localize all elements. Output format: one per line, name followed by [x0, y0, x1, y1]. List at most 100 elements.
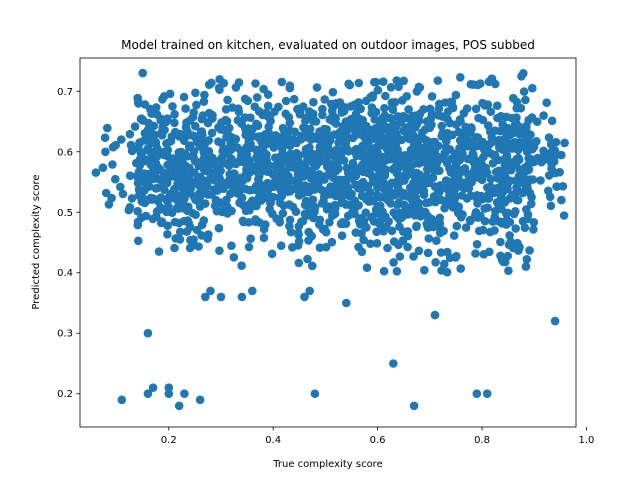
- scatter-point: [160, 125, 169, 135]
- scatter-point: [134, 236, 143, 246]
- scatter-point: [270, 153, 280, 162]
- scatter-point: [284, 200, 294, 209]
- scatter-point: [417, 156, 427, 165]
- scatter-point: [366, 92, 375, 102]
- scatter-point: [170, 217, 180, 227]
- y-tick-label: 0.2: [57, 389, 73, 400]
- scatter-point: [528, 83, 537, 93]
- scatter-point: [244, 242, 254, 252]
- scatter-point: [398, 236, 408, 245]
- scatter-point: [440, 203, 449, 213]
- scatter-point: [259, 166, 268, 175]
- scatter-point: [200, 90, 209, 100]
- scatter-point: [242, 160, 251, 169]
- scatter-point: [214, 137, 223, 146]
- scatter-point: [542, 98, 551, 107]
- scatter-point: [380, 111, 390, 120]
- scatter-point: [381, 91, 390, 101]
- scatter-point: [152, 212, 161, 221]
- scatter-point: [429, 192, 439, 201]
- scatter-point: [315, 129, 324, 138]
- scatter-point: [523, 214, 532, 224]
- scatter-point: [264, 128, 274, 138]
- x-axis-label: True complexity score: [272, 459, 382, 470]
- scatter-point: [181, 104, 190, 113]
- scatter-point: [284, 172, 293, 181]
- scatter-point: [162, 207, 171, 217]
- scatter-point: [285, 81, 295, 90]
- scatter-point: [404, 210, 413, 219]
- scatter-point: [422, 136, 431, 145]
- scatter-point: [320, 95, 330, 104]
- scatter-point: [199, 97, 209, 106]
- scatter-point: [391, 152, 401, 161]
- scatter-point: [146, 138, 155, 148]
- scatter-point: [414, 246, 424, 256]
- scatter-point: [165, 89, 175, 99]
- scatter-point: [389, 258, 398, 267]
- scatter-point: [482, 168, 492, 178]
- scatter-point: [163, 230, 172, 239]
- scatter-point: [501, 127, 511, 137]
- scatter-point: [330, 130, 339, 139]
- scatter-point: [449, 231, 459, 240]
- scatter-point: [405, 152, 415, 161]
- scatter-point: [309, 97, 318, 107]
- scatter-point: [300, 168, 310, 177]
- scatter-point: [275, 215, 284, 225]
- scatter-point: [434, 104, 444, 113]
- scatter-point: [395, 252, 405, 261]
- scatter-point: [520, 223, 530, 232]
- scatter-point: [492, 101, 502, 110]
- scatter-point: [308, 261, 317, 271]
- scatter-point: [479, 152, 488, 162]
- scatter-point: [427, 92, 437, 101]
- scatter-point: [539, 146, 548, 156]
- scatter-point: [318, 110, 327, 120]
- scatter-point: [478, 115, 488, 125]
- scatter-point: [135, 160, 145, 170]
- scatter-point: [513, 195, 523, 205]
- scatter-point: [421, 198, 431, 208]
- scatter-point: [206, 286, 215, 296]
- scatter-point: [417, 147, 426, 157]
- scatter-point: [164, 389, 174, 399]
- scatter-point: [350, 196, 360, 205]
- scatter-point: [525, 246, 534, 255]
- x-tick-label: 0.4: [265, 435, 281, 446]
- scatter-point: [315, 243, 325, 252]
- scatter-point: [511, 207, 520, 216]
- scatter-point: [524, 140, 534, 150]
- scatter-point: [454, 202, 464, 211]
- scatter-point: [392, 267, 402, 276]
- scatter-point: [125, 129, 135, 139]
- scatter-point: [278, 209, 288, 218]
- scatter-point: [407, 117, 417, 126]
- scatter-point: [420, 265, 429, 275]
- scatter-point: [346, 114, 356, 124]
- scatter-point: [498, 195, 508, 205]
- y-tick-label: 0.5: [57, 208, 73, 219]
- scatter-point: [101, 147, 110, 157]
- scatter-point: [517, 72, 526, 81]
- scatter-point: [338, 219, 348, 228]
- scatter-point: [286, 227, 296, 237]
- scatter-point: [228, 103, 237, 112]
- scatter-point: [391, 190, 400, 199]
- scatter-point: [301, 196, 311, 206]
- x-axis: 0.2 0.4 0.6 0.8 1.0: [161, 427, 594, 446]
- scatter-point: [480, 101, 490, 110]
- scatter-point: [423, 222, 433, 232]
- scatter-point: [366, 239, 375, 248]
- scatter-point: [161, 117, 171, 127]
- scatter-point: [550, 152, 559, 162]
- scatter-point: [560, 138, 569, 148]
- scatter-point: [371, 107, 381, 117]
- scatter-point: [118, 189, 128, 199]
- scatter-point: [151, 103, 161, 112]
- scatter-point: [125, 203, 135, 212]
- scatter-point: [242, 143, 251, 152]
- scatter-point: [327, 206, 337, 215]
- scatter-point: [342, 163, 352, 173]
- scatter-point: [442, 158, 452, 168]
